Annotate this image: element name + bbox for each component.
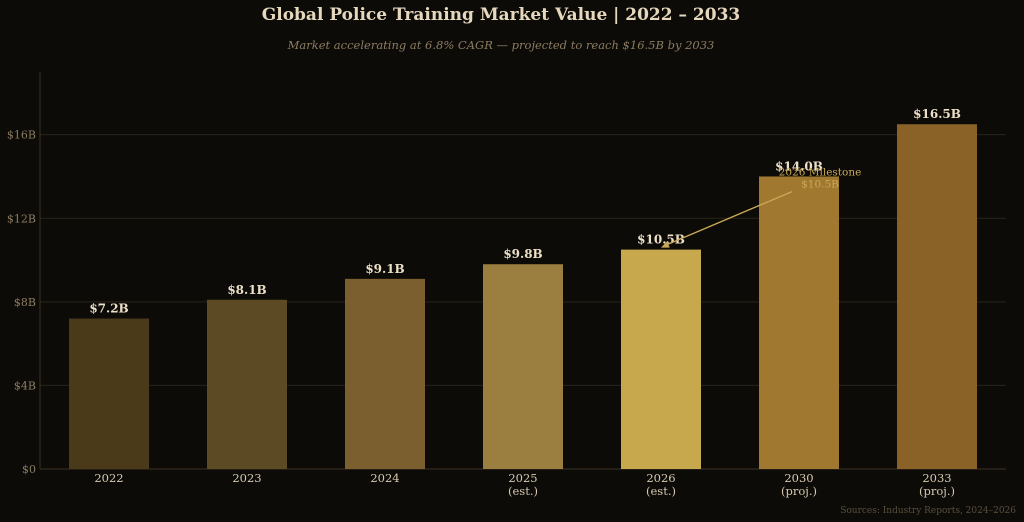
y-tick-label: $0 [22, 463, 36, 476]
data-label: $9.8B [503, 247, 542, 261]
x-tick-label: 2023 [232, 471, 261, 485]
x-tick-label: 2033 [922, 471, 951, 485]
x-tick-note: (est.) [646, 484, 676, 498]
bar-2033 [897, 124, 977, 469]
y-tick-label: $16B [7, 129, 36, 142]
x-tick-note: (proj.) [781, 484, 817, 498]
x-tick-labels: 2022 2023 2024 2025(est.)2026(est.)2030(pro… [94, 471, 955, 498]
data-label: $16.5B [913, 107, 961, 121]
bar-2030 [759, 176, 839, 469]
x-tick-label: 2025 [508, 471, 537, 485]
data-label: $9.1B [365, 262, 404, 276]
bar-2025 [483, 264, 563, 469]
x-tick-label: 2024 [370, 471, 399, 485]
data-label: $7.2B [89, 302, 128, 316]
chart-subtitle: Market accelerating at 6.8% CAGR — proje… [287, 38, 715, 52]
annotation-title: 2026 Milestone [779, 167, 862, 179]
annotation-value: $10.5B [801, 179, 839, 191]
chart-title: Global Police Training Market Value | 20… [262, 5, 741, 25]
bar-2026 [621, 249, 701, 469]
bars [69, 124, 977, 469]
bar-2024 [345, 278, 425, 469]
data-label: $10.5B [637, 233, 685, 247]
annotation-arrowhead [661, 241, 670, 248]
source-note: Sources: Industry Reports, 2024–2026 [840, 506, 1016, 516]
x-tick-note: (proj.) [919, 484, 955, 498]
x-tick-label: 2030 [784, 471, 813, 485]
y-tick-label: $4B [14, 379, 36, 392]
x-tick-label: 2026 [646, 471, 675, 485]
y-tick-label: $12B [7, 212, 36, 225]
annotation: 2026 Milestone $10.5B [661, 167, 861, 248]
annotation-arrow [666, 190, 793, 246]
y-tick-label: $8B [14, 296, 36, 309]
data-labels: $7.2B $8.1B $9.1B $9.8B $10.5B $14.0B $16.5B [89, 107, 961, 315]
bar-2023 [207, 299, 287, 469]
x-tick-note: (est.) [508, 484, 538, 498]
data-label: $8.1B [227, 283, 266, 297]
x-tick-label: 2022 [94, 471, 123, 485]
bar-2022 [69, 318, 149, 469]
data-label: $14.0B [775, 159, 823, 173]
